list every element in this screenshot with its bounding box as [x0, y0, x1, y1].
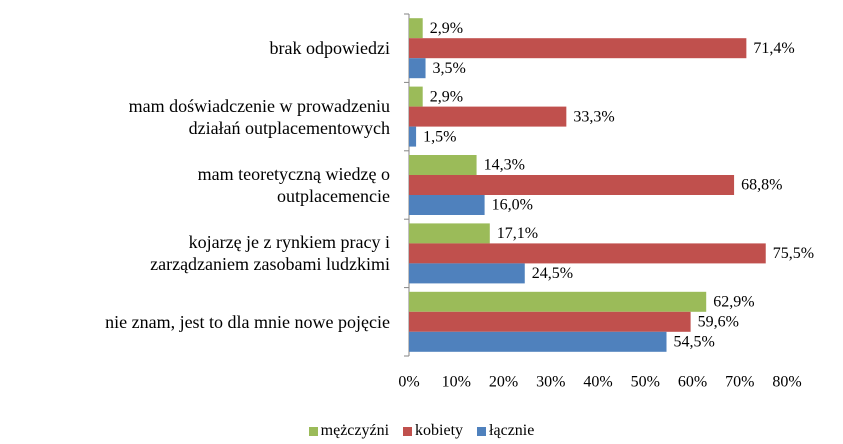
bar — [409, 263, 525, 284]
category-label: mam teoretyczną wiedzę o outplacemencie — [197, 163, 390, 206]
value-label: 16,0% — [492, 197, 533, 214]
bar — [409, 86, 423, 107]
bar — [409, 106, 567, 127]
legend-item: mężczyźni — [308, 422, 390, 440]
bar — [409, 331, 667, 352]
legend-swatch — [403, 426, 413, 436]
bar — [409, 18, 423, 39]
value-label: 62,9% — [713, 293, 754, 310]
bar — [409, 195, 485, 215]
value-label: 14,3% — [484, 157, 525, 174]
x-tick-label: 10% — [442, 374, 471, 391]
category-label: mam doświadczenie w prowadzeniu działań … — [128, 95, 390, 138]
x-tick-label: 70% — [725, 374, 754, 391]
legend-item: kobiety — [403, 422, 463, 440]
value-label: 33,3% — [573, 108, 614, 125]
x-tick-label: 50% — [631, 374, 660, 391]
value-label: 68,8% — [741, 177, 782, 194]
value-label: 2,9% — [430, 20, 463, 37]
value-label: 71,4% — [753, 40, 794, 57]
legend-label: łącznie — [489, 422, 535, 439]
legend: mężczyźni kobiety łącznie — [0, 422, 843, 440]
x-tick-label: 30% — [536, 374, 565, 391]
value-label: 59,6% — [698, 313, 739, 330]
x-tick-label: 0% — [398, 374, 419, 391]
bar — [409, 58, 426, 79]
bar — [409, 38, 747, 59]
legend-label: kobiety — [415, 422, 464, 439]
legend-item: łącznie — [477, 422, 534, 440]
bar — [409, 243, 766, 264]
value-label: 24,5% — [532, 265, 573, 282]
bar — [409, 126, 417, 147]
value-label: 3,5% — [433, 60, 466, 77]
bar — [409, 311, 691, 332]
value-label: 1,5% — [423, 128, 456, 145]
x-tick-label: 20% — [489, 374, 518, 391]
value-label: 75,5% — [773, 245, 814, 262]
x-tick-label: 40% — [583, 374, 612, 391]
legend-label: mężczyźni — [320, 422, 390, 439]
category-label: brak odpowiedzi — [269, 38, 390, 59]
bar — [409, 223, 490, 244]
x-tick-label: 80% — [772, 374, 801, 391]
bar — [409, 291, 707, 312]
category-label: kojarzę je z rynkiem pracy i zarządzanie… — [150, 232, 390, 275]
bar — [409, 155, 477, 175]
bar — [409, 175, 735, 195]
value-label: 17,1% — [497, 225, 538, 242]
value-label: 2,9% — [430, 88, 463, 105]
legend-swatch — [477, 426, 487, 436]
category-label: nie znam, jest to dla mnie nowe pojęcie — [105, 311, 390, 332]
legend-swatch — [308, 426, 318, 436]
x-tick-label: 60% — [678, 374, 707, 391]
value-label: 54,5% — [674, 333, 715, 350]
